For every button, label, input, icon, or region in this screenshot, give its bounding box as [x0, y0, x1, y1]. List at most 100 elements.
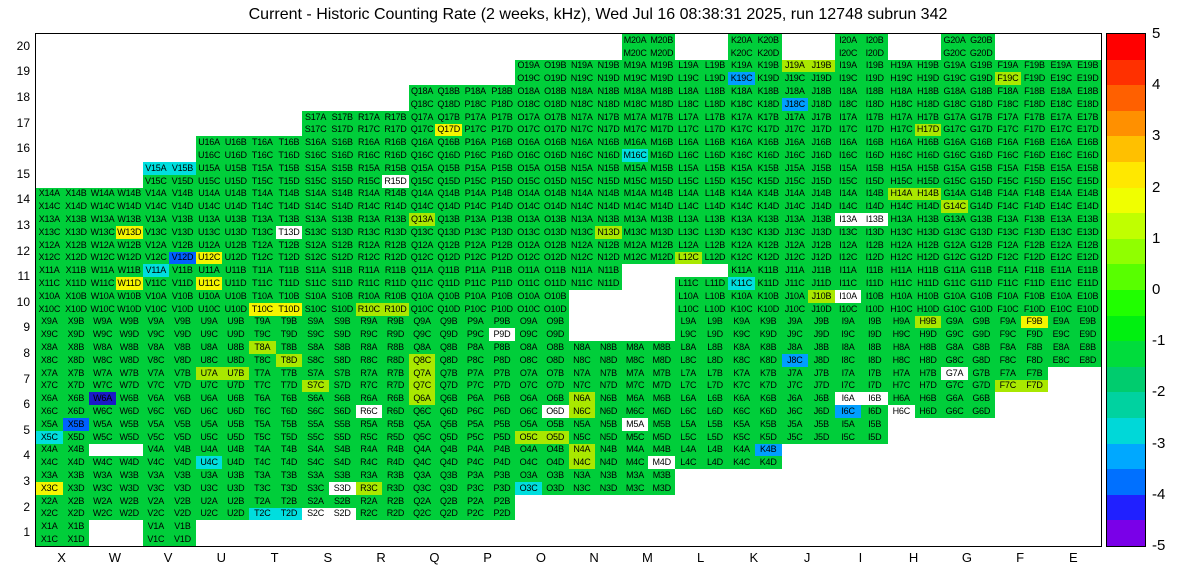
cell-O10B: O10B — [541, 290, 569, 303]
cell-P17D: P17D — [488, 123, 516, 137]
cell-G8C: G8C — [941, 354, 968, 367]
cell-T5D: T5D — [275, 430, 303, 444]
cell-W14B: W14B — [115, 187, 143, 201]
cell-R3C: R3C — [355, 482, 383, 495]
cell-P12B: P12B — [488, 238, 516, 252]
cell-G19A: G19A — [941, 59, 968, 73]
cell-K10B: K10B — [754, 290, 782, 303]
y-axis-label: 3 — [23, 474, 30, 488]
cell-N14C: N14C — [568, 200, 596, 214]
cell-F8A: F8A — [994, 341, 1022, 354]
cell-P18C: P18C — [462, 98, 489, 111]
cell-N16B: N16B — [595, 136, 622, 150]
cell-Q13D: Q13D — [435, 226, 462, 239]
cell-I9D: I9D — [861, 328, 888, 342]
cell-X1C: X1C — [36, 533, 63, 546]
cell-H8D: H8D — [914, 354, 942, 367]
cell-W10C: W10C — [89, 302, 116, 316]
cell-E8B: E8B — [1074, 341, 1101, 354]
cell-L12B: L12B — [701, 238, 729, 252]
cell-O19C: O19C — [515, 72, 542, 86]
cell-W2D: W2D — [115, 507, 143, 521]
cell-L5C: L5C — [675, 430, 702, 444]
cell-K4C: K4C — [728, 456, 755, 470]
cell-W7D: W7D — [115, 379, 143, 393]
cell-K19D: K19D — [754, 72, 782, 86]
cell-P7A: P7A — [462, 366, 489, 380]
cell-V11C: V11C — [142, 277, 170, 290]
cell-M18C: M18C — [621, 98, 649, 111]
cell-E17A: E17A — [1047, 110, 1075, 124]
x-axis-label: X — [57, 550, 66, 565]
cell-X2B: X2B — [62, 494, 90, 508]
cell-U14B: U14B — [222, 187, 249, 201]
cell-T9D: T9D — [275, 328, 303, 342]
cell-F15A: F15A — [994, 162, 1022, 175]
cell-O7A: O7A — [515, 366, 542, 380]
cell-F15D: F15D — [1021, 174, 1048, 188]
cell-K12D: K12D — [754, 251, 782, 265]
cell-N11A: N11A — [568, 264, 596, 278]
y-axis-label: 17 — [16, 115, 30, 130]
cell-T16D: T16D — [275, 149, 303, 162]
cell-I7D: I7D — [861, 379, 888, 393]
cell-W12C: W12C — [89, 251, 116, 265]
cell-M3A: M3A — [621, 469, 649, 482]
cell-N6D: N6D — [595, 405, 622, 418]
cell-X7A: X7A — [36, 366, 63, 380]
cell-K6D: K6D — [754, 405, 782, 418]
cell-R2B: R2B — [382, 494, 409, 508]
cell-F10B: F10B — [1021, 290, 1048, 303]
cell-V12A: V12A — [142, 238, 170, 252]
cell-K9A: K9A — [728, 315, 755, 329]
cell-L12C: L12C — [675, 251, 702, 265]
cell-I5B: I5B — [861, 418, 888, 431]
cell-S12D: S12D — [328, 251, 356, 265]
cell-V12D: V12D — [169, 251, 196, 265]
cell-P11D: P11D — [488, 277, 516, 290]
cell-P16B: P16B — [488, 136, 516, 150]
cell-S15C: S15C — [302, 174, 329, 188]
cell-L7D: L7D — [701, 379, 729, 393]
cell-Q8A: Q8A — [408, 341, 436, 354]
cell-U6D: U6D — [222, 405, 249, 418]
cell-R2A: R2A — [355, 494, 383, 508]
cell-E15A: E15A — [1047, 162, 1075, 175]
colorbar-tick-label: -3 — [1152, 434, 1166, 452]
cell-K14D: K14D — [754, 200, 782, 214]
cell-S7C: S7C — [302, 379, 329, 393]
cell-E8C: E8C — [1047, 354, 1075, 367]
cell-W10D: W10D — [115, 302, 143, 316]
cell-I11B: I11B — [861, 264, 888, 278]
cell-K5C: K5C — [728, 430, 755, 444]
cell-X5D: X5D — [62, 430, 90, 444]
x-axis-label: Q — [429, 550, 440, 565]
cell-R12B: R12B — [382, 238, 409, 252]
cell-M8C: M8C — [621, 354, 649, 367]
cell-X4B: X4B — [62, 443, 90, 457]
cell-O5A: O5A — [515, 418, 542, 431]
cell-O6B: O6B — [541, 392, 569, 406]
cell-P17B: P17B — [488, 110, 516, 124]
cell-M5A: M5A — [621, 418, 649, 431]
cell-K17C: K17C — [728, 123, 755, 137]
cell-J10C: J10C — [781, 302, 809, 316]
cell-V7D: V7D — [169, 379, 196, 393]
cell-P4A: P4A — [462, 443, 489, 457]
cell-T12C: T12C — [249, 251, 276, 265]
cell-V13B: V13B — [169, 213, 196, 226]
cell-K14C: K14C — [728, 200, 755, 214]
cell-U10A: U10A — [195, 290, 223, 303]
cell-T6C: T6C — [249, 405, 276, 418]
cell-E11D: E11D — [1074, 277, 1101, 290]
cell-V15C: V15C — [142, 174, 170, 188]
cell-F9D: F9D — [1021, 328, 1048, 342]
cell-F14A: F14A — [994, 187, 1022, 201]
cell-J8A: J8A — [781, 341, 809, 354]
cell-L12A: L12A — [675, 238, 702, 252]
cell-W4A — [89, 443, 116, 457]
cell-J6D: J6D — [808, 405, 835, 418]
cell-T10B: T10B — [275, 290, 303, 303]
cell-W6B: W6B — [115, 392, 143, 406]
cell-U12B: U12B — [222, 238, 249, 252]
